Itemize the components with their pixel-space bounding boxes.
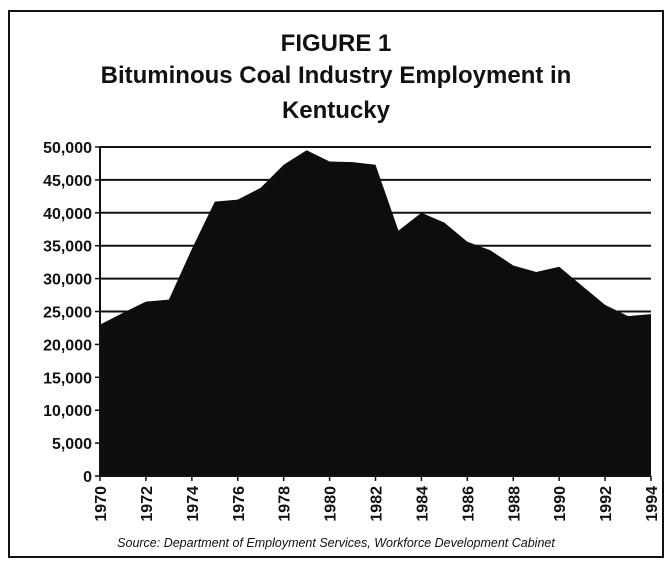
y-tick-label: 40,000 <box>43 206 92 223</box>
y-tick-label: 10,000 <box>43 403 92 420</box>
y-tick-label: 15,000 <box>43 370 92 387</box>
x-tick-label: 1984 <box>414 486 431 522</box>
y-tick-label: 45,000 <box>43 173 92 190</box>
y-tick-label: 35,000 <box>43 239 92 256</box>
employment-area <box>100 150 651 477</box>
y-tick-label: 25,000 <box>43 305 92 322</box>
figure-label: FIGURE 1 <box>280 30 392 57</box>
x-tick-label: 1970 <box>93 486 110 522</box>
source-note: Source: Department of Employment Service… <box>117 536 555 550</box>
y-axis-ticks: 0 5,000 10,000 15,000 20,000 25,000 30,000 35,0… <box>43 140 100 486</box>
x-tick-label: 1976 <box>231 486 248 522</box>
y-tick-label: 20,000 <box>43 337 92 354</box>
x-axis-ticks: 1970 1972 1974 1976 1978 1980 1982 1984 1986 1988… <box>93 476 661 522</box>
y-tick-label: 0 <box>83 469 92 486</box>
x-tick-label: 1972 <box>139 486 156 522</box>
x-tick-label: 1994 <box>644 486 661 522</box>
x-tick-label: 1986 <box>460 486 477 522</box>
x-tick-label: 1980 <box>323 486 340 522</box>
chart-title-line-1: Bituminous Coal Industry Employment in <box>100 62 572 89</box>
x-tick-label: 1992 <box>598 486 615 522</box>
x-tick-label: 1988 <box>506 486 523 522</box>
x-tick-label: 1974 <box>185 486 202 522</box>
x-tick-label: 1990 <box>552 486 569 522</box>
y-tick-label: 5,000 <box>52 436 92 453</box>
chart-title-line-2: Kentucky <box>281 97 391 124</box>
x-tick-label: 1978 <box>277 486 294 522</box>
y-tick-label: 30,000 <box>43 272 92 289</box>
x-tick-label: 1982 <box>369 486 386 522</box>
y-tick-label: 50,000 <box>43 140 92 157</box>
